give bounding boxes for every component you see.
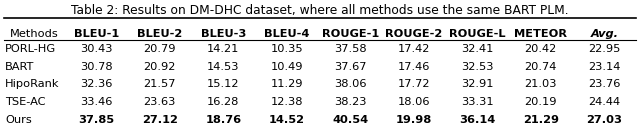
Text: 38.23: 38.23 (334, 97, 367, 107)
Text: 15.12: 15.12 (207, 79, 239, 89)
Text: 20.74: 20.74 (525, 62, 557, 72)
Text: BLEU-1: BLEU-1 (74, 29, 119, 39)
Text: 32.41: 32.41 (461, 44, 493, 54)
Text: Methods: Methods (10, 29, 59, 39)
Text: 20.79: 20.79 (143, 44, 176, 54)
Text: 27.12: 27.12 (142, 114, 178, 124)
Text: 18.06: 18.06 (397, 97, 430, 107)
Text: TSE-AC: TSE-AC (5, 97, 46, 107)
Text: ROUGE-1: ROUGE-1 (322, 29, 379, 39)
Text: 23.76: 23.76 (588, 79, 620, 89)
Text: 33.46: 33.46 (80, 97, 113, 107)
Text: ROUGE-2: ROUGE-2 (385, 29, 442, 39)
Text: 18.76: 18.76 (205, 114, 241, 124)
Text: 32.36: 32.36 (80, 79, 113, 89)
Text: 20.19: 20.19 (525, 97, 557, 107)
Text: 36.14: 36.14 (459, 114, 495, 124)
Text: 40.54: 40.54 (332, 114, 369, 124)
Text: Avg.: Avg. (590, 29, 618, 39)
Text: 21.29: 21.29 (523, 114, 559, 124)
Text: 30.78: 30.78 (80, 62, 113, 72)
Text: 10.49: 10.49 (271, 62, 303, 72)
Text: 21.57: 21.57 (143, 79, 176, 89)
Text: 20.92: 20.92 (144, 62, 176, 72)
Text: BLEU-2: BLEU-2 (137, 29, 182, 39)
Text: Table 2: Results on DM-DHC dataset, where all methods use the same BART PLM.: Table 2: Results on DM-DHC dataset, wher… (71, 4, 569, 17)
Text: PORL-HG: PORL-HG (5, 44, 56, 54)
Text: 38.06: 38.06 (334, 79, 367, 89)
Text: 17.72: 17.72 (397, 79, 430, 89)
Text: 20.42: 20.42 (525, 44, 557, 54)
Text: 37.85: 37.85 (78, 114, 115, 124)
Text: 14.53: 14.53 (207, 62, 239, 72)
Text: 37.67: 37.67 (334, 62, 367, 72)
Text: 21.03: 21.03 (525, 79, 557, 89)
Text: ROUGE-L: ROUGE-L (449, 29, 506, 39)
Text: 11.29: 11.29 (271, 79, 303, 89)
Text: 14.52: 14.52 (269, 114, 305, 124)
Text: 10.35: 10.35 (271, 44, 303, 54)
Text: BLEU-3: BLEU-3 (201, 29, 246, 39)
Text: HipoRank: HipoRank (5, 79, 60, 89)
Text: 12.38: 12.38 (271, 97, 303, 107)
Text: BLEU-4: BLEU-4 (264, 29, 310, 39)
Text: 32.91: 32.91 (461, 79, 493, 89)
Text: BART: BART (5, 62, 35, 72)
Text: 23.14: 23.14 (588, 62, 620, 72)
Text: 17.42: 17.42 (397, 44, 430, 54)
Text: 17.46: 17.46 (397, 62, 430, 72)
Text: 14.21: 14.21 (207, 44, 239, 54)
Text: 16.28: 16.28 (207, 97, 239, 107)
Text: 32.53: 32.53 (461, 62, 493, 72)
Text: 24.44: 24.44 (588, 97, 620, 107)
Text: 22.95: 22.95 (588, 44, 620, 54)
Text: 30.43: 30.43 (80, 44, 113, 54)
Text: Ours: Ours (5, 114, 32, 124)
Text: 23.63: 23.63 (144, 97, 176, 107)
Text: METEOR: METEOR (515, 29, 567, 39)
Text: 33.31: 33.31 (461, 97, 493, 107)
Text: 37.58: 37.58 (334, 44, 367, 54)
Text: 27.03: 27.03 (586, 114, 622, 124)
Text: 19.98: 19.98 (396, 114, 432, 124)
